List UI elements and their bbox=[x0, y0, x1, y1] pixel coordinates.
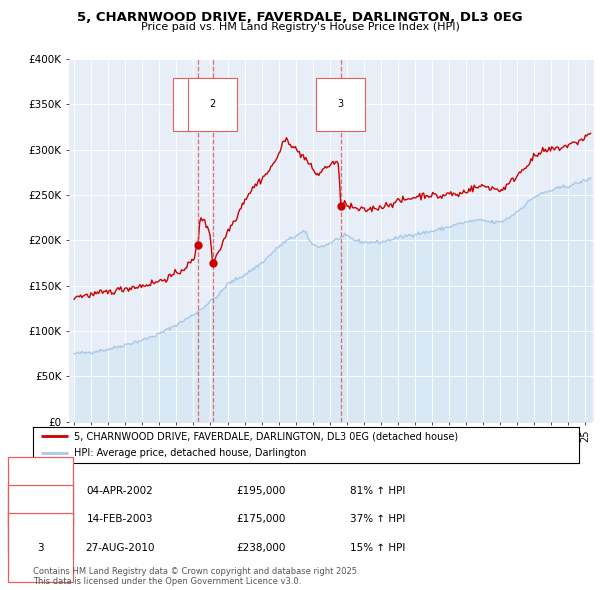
Text: 5, CHARNWOOD DRIVE, FAVERDALE, DARLINGTON, DL3 0EG (detached house): 5, CHARNWOOD DRIVE, FAVERDALE, DARLINGTO… bbox=[74, 431, 458, 441]
Text: 1: 1 bbox=[195, 99, 201, 109]
Text: £175,000: £175,000 bbox=[236, 514, 286, 524]
Text: £238,000: £238,000 bbox=[236, 543, 286, 552]
Text: 2: 2 bbox=[37, 514, 44, 524]
Text: 2: 2 bbox=[209, 99, 215, 109]
Text: 81% ↑ HPI: 81% ↑ HPI bbox=[350, 486, 406, 496]
Text: HPI: Average price, detached house, Darlington: HPI: Average price, detached house, Darl… bbox=[74, 448, 307, 458]
Text: 37% ↑ HPI: 37% ↑ HPI bbox=[350, 514, 406, 524]
Text: 04-APR-2002: 04-APR-2002 bbox=[86, 486, 154, 496]
Text: Price paid vs. HM Land Registry's House Price Index (HPI): Price paid vs. HM Land Registry's House … bbox=[140, 22, 460, 32]
Text: Contains HM Land Registry data © Crown copyright and database right 2025.
This d: Contains HM Land Registry data © Crown c… bbox=[33, 567, 359, 586]
Text: 5, CHARNWOOD DRIVE, FAVERDALE, DARLINGTON, DL3 0EG: 5, CHARNWOOD DRIVE, FAVERDALE, DARLINGTO… bbox=[77, 11, 523, 24]
Text: 1: 1 bbox=[37, 486, 44, 496]
Text: 27-AUG-2010: 27-AUG-2010 bbox=[85, 543, 155, 552]
Text: 14-FEB-2003: 14-FEB-2003 bbox=[87, 514, 153, 524]
Text: 15% ↑ HPI: 15% ↑ HPI bbox=[350, 543, 406, 552]
Text: 3: 3 bbox=[338, 99, 344, 109]
Text: 3: 3 bbox=[37, 543, 44, 552]
Text: £195,000: £195,000 bbox=[236, 486, 286, 496]
